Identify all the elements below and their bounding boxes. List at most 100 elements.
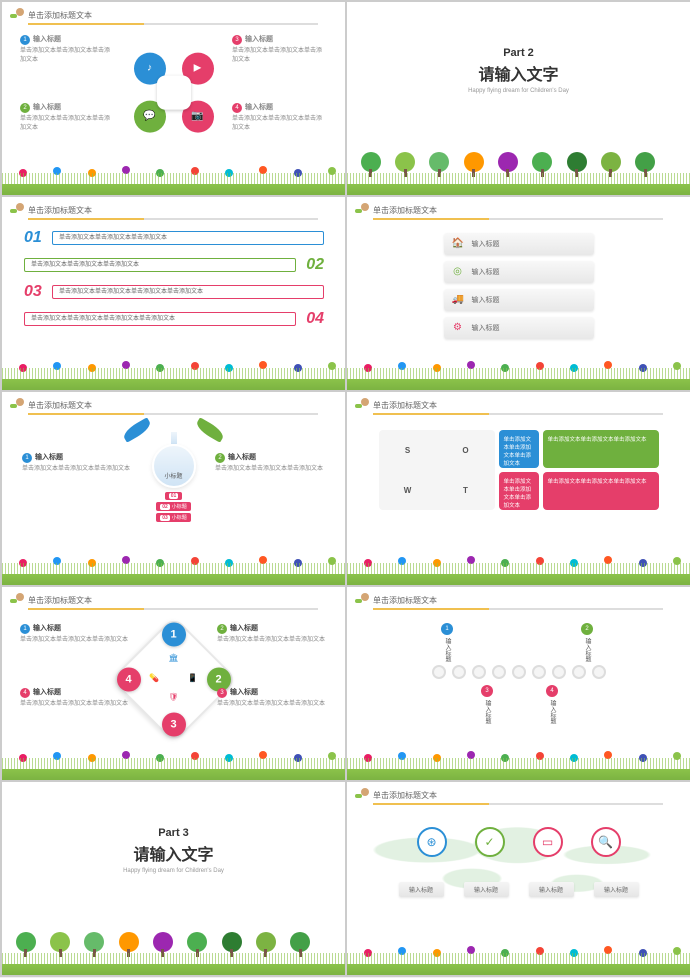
- grass-decoration: [347, 368, 690, 390]
- map-label-3: 输入标题: [529, 882, 574, 897]
- snail-icon: [355, 203, 369, 213]
- grass-decoration: [2, 368, 345, 390]
- slide-header: 单击添加标题文本: [28, 205, 92, 216]
- map-label-1: 输入标题: [399, 882, 444, 897]
- slide-header: 单击添加标题文本: [373, 595, 437, 606]
- circle-icon-1: ⊛: [417, 827, 447, 857]
- swot-card-o: 单击添加文本单击添加文本单击添加文本: [543, 430, 659, 468]
- numbered-bars: 01单击添加文本单击添加文本单击添加文本 02单击添加文本单击添加文本单击添加文…: [24, 227, 324, 335]
- s1-item-3: 3输入标题单击添加文本单击添加文本单击添加文本: [232, 34, 327, 63]
- slide-7: 单击添加标题文本 1 2 3 4 🏛 📱 🛡 💊 1输入标题单击添加文本单击添加…: [2, 587, 345, 780]
- bar-row-1: 01单击添加文本单击添加文本单击添加文本: [24, 227, 324, 249]
- swot-card-w: 单击添加文本单击添加文本单击添加文本: [499, 472, 539, 510]
- map-label-2: 输入标题: [464, 882, 509, 897]
- diamond-node-3: 3: [162, 712, 186, 736]
- flask-diagram: 小标题 01 02小标题 03小标题: [149, 432, 199, 522]
- diamond-node-1: 1: [162, 622, 186, 646]
- flask-tag-3: 03小标题: [156, 513, 191, 522]
- slide-header: 单击添加标题文本: [28, 400, 92, 411]
- list-item-3: 🚚输入标题: [444, 289, 594, 311]
- slide-6: 单击添加标题文本 单击添加文本单击添加文本单击添加文本 SO WT 单击添加文本…: [347, 392, 690, 585]
- snail-icon: [10, 593, 24, 603]
- slide-3: 单击添加标题文本 01单击添加文本单击添加文本单击添加文本 02单击添加文本单击…: [2, 197, 345, 390]
- diamond-icon-1: 🏛: [168, 654, 180, 666]
- slide-header: 单击添加标题文本: [373, 400, 437, 411]
- slide-header: 单击添加标题文本: [28, 10, 92, 21]
- s7-item-1: 1输入标题单击添加文本单击添加文本单击添加文本: [20, 623, 130, 643]
- snail-icon: [10, 8, 24, 18]
- diamond-icon-3: 🛡: [168, 692, 180, 704]
- s7-item-3: 3输入标题单击添加文本单击添加文本单击添加文本: [217, 687, 327, 707]
- section-subtitle: Happy flying dream for Children's Day: [347, 88, 690, 94]
- diamond-icon-4: 💊: [148, 673, 160, 685]
- slide-2: Part 2 请输入文字 Happy flying dream for Chil…: [347, 2, 690, 195]
- section-title-block: Part 3 请输入文字 Happy flying dream for Chil…: [2, 782, 345, 874]
- s8-label-4: 4输入标题: [542, 685, 558, 724]
- flask-tag-1: 01: [165, 492, 183, 500]
- swot-card-t: 单击添加文本单击添加文本单击添加文本: [543, 472, 659, 510]
- grass-decoration: [2, 563, 345, 585]
- leaf-right: [194, 417, 226, 442]
- diamond-icon-2: 📱: [187, 673, 199, 685]
- swot-card-s: 单击添加文本单击添加文本单击添加文本: [499, 430, 539, 468]
- flask-item-left: 1输入标题单击添加文本单击添加文本单击添加文本: [22, 452, 132, 472]
- slide-header: 单击添加标题文本: [28, 595, 92, 606]
- bar-row-3: 03单击添加文本单击添加文本单击添加文本单击添加文本: [24, 281, 324, 303]
- slide-header: 单击添加标题文本: [373, 205, 437, 216]
- map-label-4: 输入标题: [594, 882, 639, 897]
- swot-center: SO WT: [379, 430, 495, 510]
- slide-9: Part 3 请输入文字 Happy flying dream for Chil…: [2, 782, 345, 975]
- section-title-block: Part 2 请输入文字 Happy flying dream for Chil…: [347, 2, 690, 94]
- bar-row-4: 04单击添加文本单击添加文本单击添加文本单击添加文本: [24, 308, 324, 330]
- circle-icon-2: ✓: [475, 827, 505, 857]
- s8-label-2: 2输入标题: [577, 623, 593, 662]
- grass-decoration: [2, 173, 345, 195]
- s1-item-1: 1输入标题单击添加文本单击添加文本单击添加文本: [20, 34, 115, 63]
- slide-8: 单击添加标题文本 1输入标题 2输入标题 3输入标题 4输入标题: [347, 587, 690, 780]
- list-item-2: ◎输入标题: [444, 261, 594, 283]
- timeline-dots: [432, 665, 606, 679]
- s1-item-4: 4输入标题单击添加文本单击添加文本单击添加文本: [232, 102, 327, 131]
- slide-10: 单击添加标题文本 ⊛ ✓ ▭ 🔍 输入标题 输入标题 输入标题 输入标题: [347, 782, 690, 975]
- snail-icon: [10, 398, 24, 408]
- circle-icon-3: ▭: [533, 827, 563, 857]
- s8-label-3: 3输入标题: [477, 685, 493, 724]
- flask-tag-2: 02小标题: [156, 502, 191, 511]
- s7-item-4: 4输入标题单击添加文本单击添加文本单击添加文本: [20, 687, 130, 707]
- part-label: Part 2: [347, 47, 690, 59]
- section-title: 请输入文字: [2, 841, 345, 865]
- label-row: 输入标题 输入标题 输入标题 输入标题: [347, 882, 690, 897]
- bar-row-2: 02单击添加文本单击添加文本单击添加文本: [24, 254, 324, 276]
- section-subtitle: Happy flying dream for Children's Day: [2, 868, 345, 874]
- snail-icon: [355, 788, 369, 798]
- s7-item-2: 2输入标题单击添加文本单击添加文本单击添加文本: [217, 623, 327, 643]
- slide-4: 单击添加标题文本 🏠输入标题 ◎输入标题 🚚输入标题 ⚙输入标题: [347, 197, 690, 390]
- snail-icon: [355, 398, 369, 408]
- grass-decoration: [347, 758, 690, 780]
- grass-decoration: [2, 953, 345, 975]
- slide-header: 单击添加标题文本: [373, 790, 437, 801]
- grass-decoration: [2, 758, 345, 780]
- flask-item-right: 2输入标题单击添加文本单击添加文本单击添加文本: [215, 452, 325, 472]
- circle-icon-4: 🔍: [591, 827, 621, 857]
- swot-diagram: 单击添加文本单击添加文本单击添加文本 SO WT 单击添加文本单击添加文本单击添…: [379, 430, 659, 510]
- s8-label-1: 1输入标题: [437, 623, 453, 662]
- part-label: Part 3: [2, 827, 345, 839]
- clover-diagram: ♪ ▶ 💬 📷: [134, 52, 214, 132]
- slide-grid: 单击添加标题文本 ♪ ▶ 💬 📷 1输入标题单击添加文本单击添加文本单击添加文本…: [0, 0, 690, 977]
- list-item-4: ⚙输入标题: [444, 317, 594, 339]
- circle-icon-row: ⊛ ✓ ▭ 🔍: [347, 827, 690, 857]
- icon-list: 🏠输入标题 ◎输入标题 🚚输入标题 ⚙输入标题: [444, 233, 594, 345]
- grass-decoration: [347, 173, 690, 195]
- grass-decoration: [347, 563, 690, 585]
- slide-1: 单击添加标题文本 ♪ ▶ 💬 📷 1输入标题单击添加文本单击添加文本单击添加文本…: [2, 2, 345, 195]
- diamond-diagram: 1 2 3 4 🏛 📱 🛡 💊: [129, 634, 219, 724]
- snail-icon: [355, 593, 369, 603]
- list-item-1: 🏠输入标题: [444, 233, 594, 255]
- snail-icon: [10, 203, 24, 213]
- slide-5: 单击添加标题文本 小标题 01 02小标题 03小标题 1输入标题单击添加文本单…: [2, 392, 345, 585]
- grass-decoration: [347, 953, 690, 975]
- clover-center: [157, 75, 191, 109]
- s1-item-2: 2输入标题单击添加文本单击添加文本单击添加文本: [20, 102, 115, 131]
- section-title: 请输入文字: [347, 61, 690, 85]
